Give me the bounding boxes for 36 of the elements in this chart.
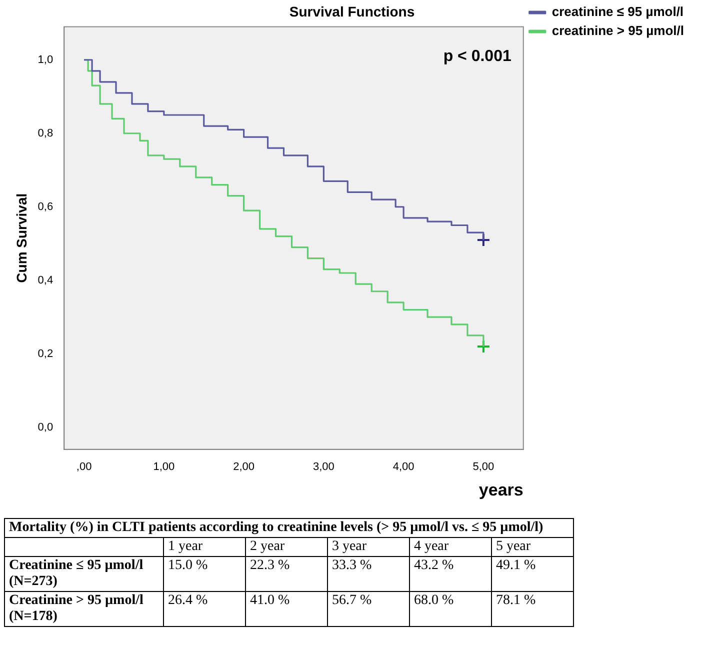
- text: 56.7 %: [327, 592, 410, 626]
- text: 26.4 %: [164, 592, 246, 626]
- chart-title: Survival Functions: [289, 3, 415, 20]
- text: 49.1 %: [491, 556, 574, 592]
- y-tick-label: 0,0: [38, 421, 54, 434]
- y-tick-label: 0,8: [38, 127, 54, 140]
- text: 1 year: [164, 538, 246, 556]
- x-tick-label: 5,00: [472, 461, 494, 474]
- text: 68.0 %: [409, 592, 492, 626]
- x-axis-title: years: [478, 480, 524, 500]
- text: Creatinine ≤ 95 µmol/l (N=273): [4, 556, 164, 592]
- x-tick-label: 2,00: [233, 461, 255, 474]
- annotation: p < 0.001: [443, 48, 512, 66]
- y-tick-label: 0,2: [38, 348, 54, 360]
- legend-label: creatinine ≤ 95 µmol/l: [552, 4, 684, 20]
- text: 41.0 %: [245, 592, 328, 626]
- y-tick-label: 0,4: [38, 274, 54, 286]
- text: 2 year: [245, 538, 328, 556]
- x-tick-label: 1,00: [153, 461, 175, 474]
- text: 15.0 %: [164, 556, 246, 592]
- text: 22.3 %: [245, 556, 328, 592]
- y-axis-title: Cum Survival: [13, 193, 30, 283]
- text: 5 year: [491, 538, 574, 556]
- text: 3 year: [327, 538, 410, 556]
- y-tick-label: 0,6: [38, 200, 54, 213]
- text: Mortality (%) in CLTI patients according to creatinine levels (> 95 µmol/l vs. ≤ 95 µmol/l): [4, 518, 574, 538]
- y-tick-label: 1,0: [38, 54, 54, 66]
- text: 78.1 %: [491, 592, 574, 626]
- x-tick-label: 4,00: [392, 461, 414, 474]
- text: 4 year: [409, 538, 492, 556]
- text: 33.3 %: [327, 556, 410, 592]
- x-tick-label: ,00: [76, 461, 92, 474]
- text: Creatinine > 95 µmol/l (N=178): [4, 592, 164, 626]
- text: 43.2 %: [409, 556, 492, 592]
- x-tick-label: 3,00: [312, 461, 334, 474]
- legend-label: creatinine > 95 µmol/l: [552, 23, 684, 38]
